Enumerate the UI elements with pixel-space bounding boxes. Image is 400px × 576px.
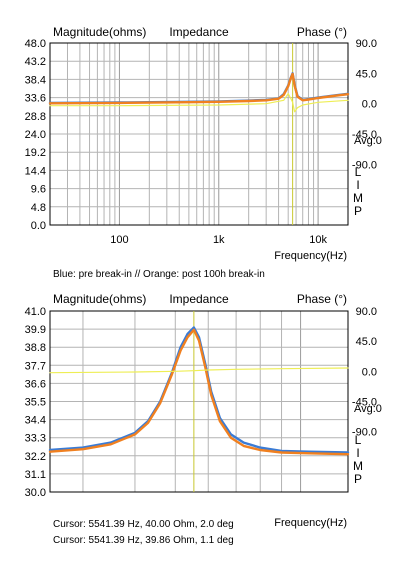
legend-caption: Blue: pre break-in // Orange: post 100h … (53, 269, 265, 280)
chart1-series-orange (48, 72, 350, 105)
chart2-limp-letter: M (353, 459, 363, 473)
chart2-y-tick-label: 31.1 (25, 469, 46, 481)
chart2-y2-tick-label: -45.0 (352, 397, 377, 409)
chart1-y-tick-label: 19.2 (25, 147, 46, 159)
chart2-x-axis-label: Frequency(Hz) (274, 517, 347, 529)
chart1-series-blue (48, 72, 350, 105)
chart2-limp-letter: I (356, 446, 359, 460)
chart1-y-tick-label: 48.0 (25, 38, 46, 50)
chart1-series-phase (49, 92, 349, 113)
chart2-series-blue (48, 326, 350, 454)
chart1-y-tick-label: 0.0 (31, 220, 46, 232)
chart1-y-tick-label: 9.6 (31, 184, 46, 196)
chart1-y2-tick-label: 90.0 (356, 38, 377, 50)
chart1-limp-letter: M (353, 191, 363, 205)
chart1-y2-axis-label: Phase (°) (297, 25, 347, 39)
chart2-y2-tick-label: 0.0 (362, 366, 377, 378)
chart1-y-tick-label: 4.8 (31, 202, 46, 214)
chart1-limp-letter: L (355, 165, 362, 179)
chart2-avg-label: Avg:0 (354, 403, 382, 415)
chart1-y-tick-label: 28.8 (25, 111, 46, 123)
chart2-series-phase (49, 367, 349, 374)
chart2-y-tick-label: 34.4 (25, 415, 46, 427)
chart1-avg-label: Avg:0 (354, 135, 382, 147)
chart1-y-tick-label: 38.4 (25, 74, 46, 86)
chart1-y-tick-label: 33.6 (25, 93, 46, 105)
chart2-y-axis-label: Magnitude(ohms) (53, 292, 146, 306)
chart2-chart-title: Impedance (169, 292, 229, 306)
chart1-plot-frame (49, 42, 349, 226)
chart2-y-tick-label: 35.5 (25, 397, 46, 409)
cursor-readout-1: Cursor: 5541.39 Hz, 40.00 Ohm, 2.0 deg (53, 519, 234, 530)
chart2-y-tick-label: 33.3 (25, 433, 46, 445)
chart1-y-axis-label: Magnitude(ohms) (53, 25, 146, 39)
chart1-limp-letter: P (354, 204, 362, 218)
chart2-y-tick-label: 36.6 (25, 378, 46, 390)
chart2-y-tick-label: 32.2 (25, 451, 46, 463)
chart2-y-tick-label: 30.0 (25, 487, 46, 499)
chart1-y2-tick-label: 45.0 (356, 68, 377, 80)
chart1-chart-title: Impedance (169, 25, 229, 39)
chart1-y2-tick-label: -90.0 (352, 159, 377, 171)
chart1-limp-letter: I (356, 178, 359, 192)
chart2-plot-frame (49, 310, 349, 493)
chart1-y2-tick-label: 0.0 (362, 99, 377, 111)
chart1-plot-area (48, 42, 350, 226)
chart1-y-tick-label: 24.0 (25, 129, 46, 141)
chart2-y-tick-label: 38.8 (25, 342, 46, 354)
chart2-series-orange (48, 328, 350, 456)
chart1-x-tick-label: 1k (213, 234, 225, 246)
chart2-y-tick-label: 41.0 (25, 306, 46, 318)
chart2-limp-letter: L (355, 433, 362, 447)
chart1-y-tick-label: 43.2 (25, 56, 46, 68)
chart1-y2-tick-label: -45.0 (352, 129, 377, 141)
chart1-y-tick-label: 14.4 (25, 165, 46, 177)
chart2-y2-axis-label: Phase (°) (297, 292, 347, 306)
chart2-plot-area (48, 310, 350, 493)
chart1-x-tick-label: 100 (110, 234, 128, 246)
chart2-y2-tick-label: -90.0 (352, 427, 377, 439)
cursor-readout-2: Cursor: 5541.39 Hz, 39.86 Ohm, 1.1 deg (53, 535, 234, 546)
chart2-y2-tick-label: 45.0 (356, 336, 377, 348)
chart2-y-tick-label: 37.7 (25, 360, 46, 372)
chart1-x-axis-label: Frequency(Hz) (274, 250, 347, 262)
chart1-x-tick-label: 10k (309, 234, 327, 246)
chart2-limp-letter: P (354, 472, 362, 486)
chart2-y-tick-label: 39.9 (25, 324, 46, 336)
chart2-y2-tick-label: 90.0 (356, 306, 377, 318)
